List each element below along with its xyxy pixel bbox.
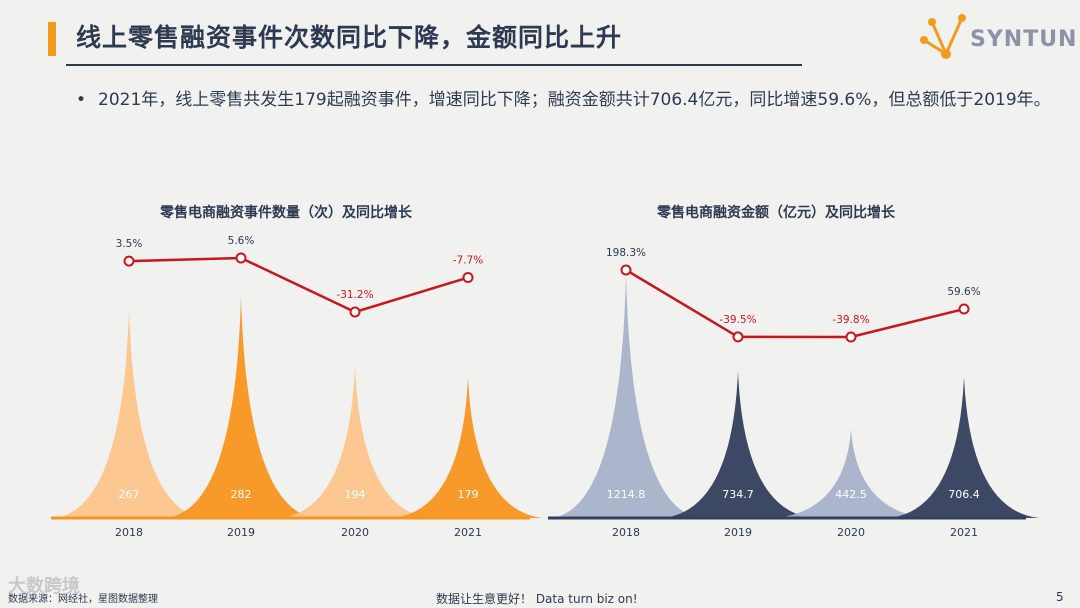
x-tick-label: 2020 (837, 526, 865, 539)
growth-label: -39.8% (832, 314, 869, 326)
x-tick-label: 2019 (227, 526, 255, 539)
growth-point (845, 331, 857, 343)
value-label: 267 (119, 488, 140, 501)
growth-point (235, 252, 247, 264)
growth-label: 3.5% (116, 238, 143, 250)
growth-point (462, 272, 474, 284)
growth-label: -39.5% (719, 314, 756, 326)
growth-point (732, 331, 744, 343)
logo-text: SYNTUN (970, 27, 1078, 52)
source-note: 数据来源：网经社，星图数据整理 (8, 594, 158, 605)
growth-point (958, 303, 970, 315)
chart-title-amount: 零售电商融资金额（亿元）及同比增长 (657, 205, 895, 221)
area-peak-2019 (663, 371, 813, 518)
value-label: 1214.8 (607, 488, 646, 501)
growth-point (123, 255, 135, 267)
area-peak-2019 (166, 295, 316, 518)
x-tick-label: 2018 (612, 526, 640, 539)
area-peak-2020 (280, 365, 430, 518)
x-tick-label: 2018 (115, 526, 143, 539)
area-peak-2018 (54, 307, 204, 518)
x-tick-label: 2021 (454, 526, 482, 539)
watermark: 大数跨境 (8, 576, 80, 597)
value-label: 282 (231, 488, 252, 501)
bullet-dot: • (76, 90, 87, 110)
growth-label: 198.3% (606, 247, 646, 259)
growth-point (349, 306, 361, 318)
area-peak-2021 (889, 376, 1039, 518)
title-accent-bar (48, 22, 56, 56)
growth-label: 59.6% (947, 286, 980, 298)
growth-line (128, 256, 469, 314)
title-divider (66, 64, 802, 66)
growth-line (625, 268, 965, 339)
page-title: 线上零售融资事件次数同比下降，金额同比上升 (76, 23, 623, 52)
area-peak-2018 (551, 275, 701, 518)
value-label: 706.4 (948, 488, 980, 501)
growth-label: -31.2% (336, 289, 373, 301)
x-tick-label: 2020 (341, 526, 369, 539)
summary-bullet: • 2021年，线上零售共发生179起融资事件，增速同比下降；融资金额共计706… (76, 86, 1058, 114)
value-label: 194 (345, 488, 366, 501)
summary-text: 2021年，线上零售共发生179起融资事件，增速同比下降；融资金额共计706.4… (98, 90, 1051, 110)
growth-label: -7.7% (453, 255, 483, 267)
chart-title-count: 零售电商融资事件数量（次）及同比增长 (160, 205, 412, 221)
value-label: 179 (458, 488, 479, 501)
area-peak-2021 (393, 376, 543, 518)
growth-label: 5.6% (228, 235, 255, 247)
footer-slogan: 数据让生意更好！ Data turn biz on! (436, 592, 638, 606)
x-tick-label: 2021 (950, 526, 978, 539)
value-label: 734.7 (722, 488, 754, 501)
syntun-logo-icon (920, 14, 966, 59)
area-peak-2020 (776, 429, 926, 518)
page-number: 5 (1056, 590, 1064, 604)
x-tick-label: 2019 (724, 526, 752, 539)
growth-point (620, 264, 632, 276)
value-label: 442.5 (835, 488, 867, 501)
